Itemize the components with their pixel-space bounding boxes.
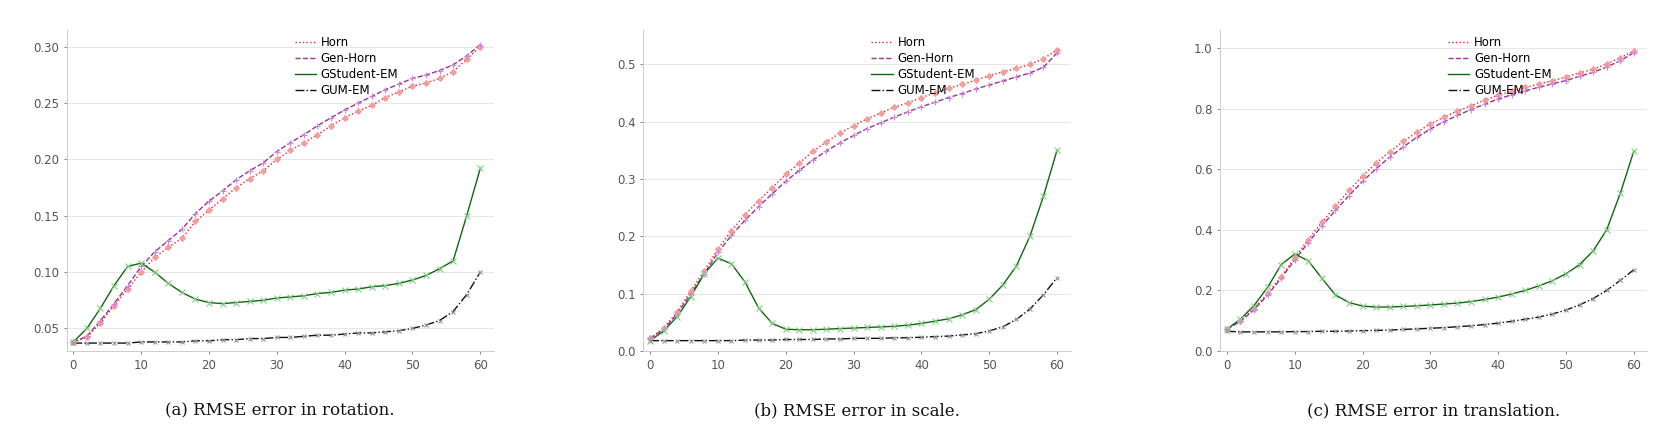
Legend: Horn, Gen-Horn, GStudent-EM, GUM-EM: Horn, Gen-Horn, GStudent-EM, GUM-EM: [295, 36, 398, 97]
Text: (c) RMSE error in translation.: (c) RMSE error in translation.: [1308, 402, 1561, 419]
Text: (a) RMSE error in rotation.: (a) RMSE error in rotation.: [165, 402, 394, 419]
Legend: Horn, Gen-Horn, GStudent-EM, GUM-EM: Horn, Gen-Horn, GStudent-EM, GUM-EM: [872, 36, 975, 97]
Legend: Horn, Gen-Horn, GStudent-EM, GUM-EM: Horn, Gen-Horn, GStudent-EM, GUM-EM: [1448, 36, 1553, 97]
Text: (b) RMSE error in scale.: (b) RMSE error in scale.: [754, 402, 960, 419]
